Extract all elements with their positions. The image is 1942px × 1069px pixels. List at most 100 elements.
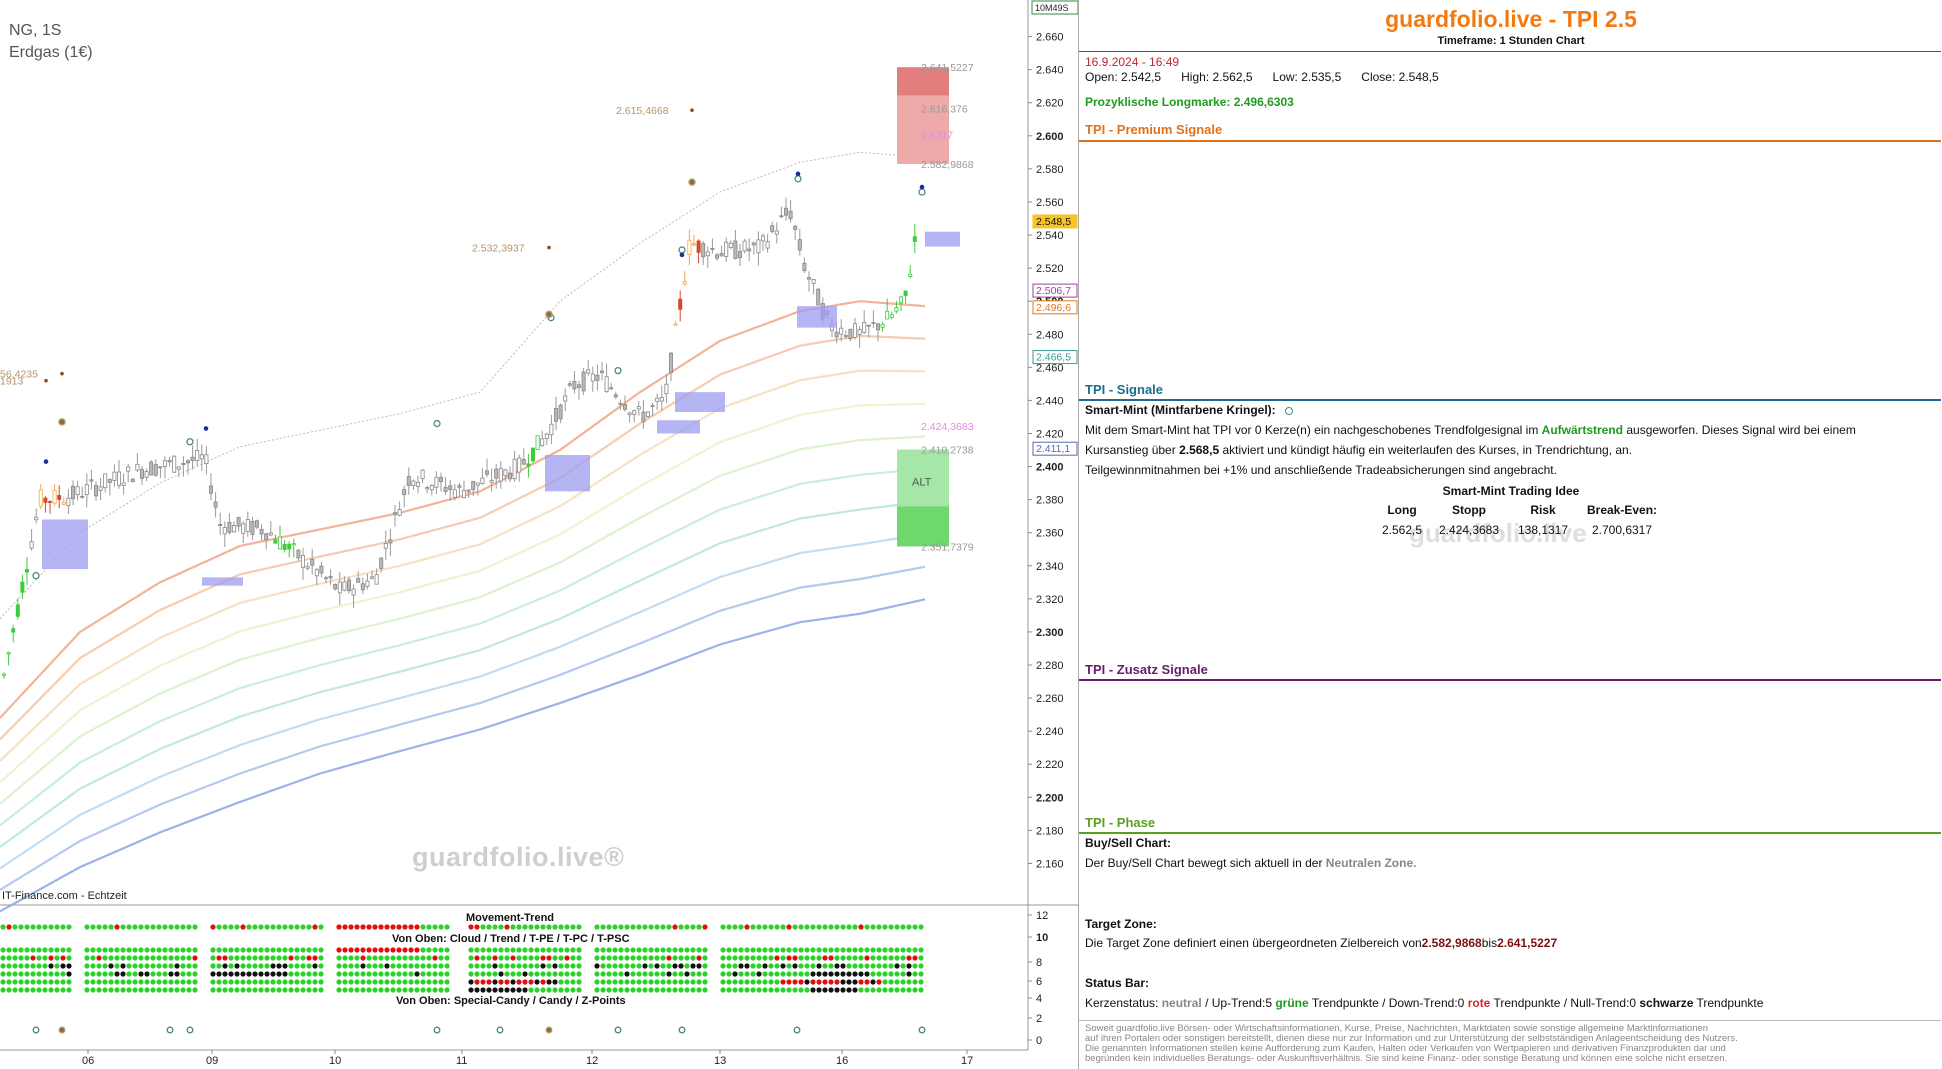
- trend-dot: [606, 955, 612, 961]
- trend-dot: [84, 947, 90, 953]
- candle-body: [535, 435, 540, 451]
- buysell-text-a: Der Buy/Sell Chart bewegt sich aktuell i…: [1085, 856, 1323, 870]
- trend-dot: [540, 987, 546, 993]
- trend-dot: [318, 947, 324, 953]
- trend-dot: [894, 955, 900, 961]
- price-marker-box: [1032, 350, 1078, 365]
- trend-dot: [594, 955, 600, 961]
- trend-dot: [744, 924, 750, 930]
- trend-dot: [912, 955, 918, 961]
- candle-body: [43, 497, 48, 503]
- trend-dot: [732, 947, 738, 953]
- trend-dot: [816, 947, 822, 953]
- trend-dot: [750, 924, 756, 930]
- trend-dot: [432, 947, 438, 953]
- candle-body: [112, 471, 117, 481]
- candle-body: [765, 241, 770, 249]
- z-point-ring: [58, 1026, 66, 1034]
- trend-dot: [156, 963, 162, 969]
- trend-dot: [858, 963, 864, 969]
- trend-dot: [210, 955, 216, 961]
- trend-dot: [156, 955, 162, 961]
- candles: [2, 197, 917, 679]
- trend-dot: [672, 971, 678, 977]
- trend-dot: [702, 947, 708, 953]
- trend-dot: [54, 955, 60, 961]
- ma-line: [0, 435, 926, 805]
- trend-dot: [60, 971, 66, 977]
- trend-dot: [810, 979, 816, 985]
- trend-dot: [24, 979, 30, 985]
- trend-dot: [24, 987, 30, 993]
- trend-dot: [156, 971, 162, 977]
- trend-dot: [102, 924, 108, 930]
- trend-dot: [726, 987, 732, 993]
- trend-dot: [90, 963, 96, 969]
- trend-dot: [156, 924, 162, 930]
- trend-dot: [276, 971, 282, 977]
- level-label: 2.532,3937: [472, 243, 525, 255]
- trend-dot: [360, 963, 366, 969]
- trend-dot: [720, 924, 726, 930]
- trend-dot: [384, 963, 390, 969]
- trend-dot: [378, 963, 384, 969]
- trend-dot: [918, 971, 924, 977]
- candle-body: [185, 460, 190, 464]
- trend-dot: [444, 955, 450, 961]
- trend-dot: [120, 979, 126, 985]
- trend-dot: [888, 955, 894, 961]
- trend-dot: [192, 963, 198, 969]
- candle-body: [448, 485, 453, 490]
- buysell-title: Buy/Sell Chart:: [1085, 836, 1172, 850]
- candle-body: [484, 470, 489, 475]
- indicator-subtitle-1: Von Oben: Cloud / Trend / T-PE / T-PC / …: [392, 933, 630, 945]
- trend-dot: [768, 971, 774, 977]
- trend-dot: [546, 979, 552, 985]
- trend-dot: [276, 947, 282, 953]
- trend-dot: [732, 963, 738, 969]
- trend-dot: [414, 963, 420, 969]
- trend-dot: [738, 955, 744, 961]
- candle-body: [770, 225, 775, 232]
- trend-dot: [804, 947, 810, 953]
- trend-dot: [486, 971, 492, 977]
- candle-body: [236, 516, 241, 527]
- candle-body: [254, 520, 259, 528]
- trend-dot: [282, 947, 288, 953]
- trend-dot: [678, 979, 684, 985]
- trend-dot: [42, 947, 48, 953]
- trend-dot: [540, 955, 546, 961]
- close-value: 2.548,5: [1398, 70, 1439, 84]
- trend-dot: [816, 971, 822, 977]
- trend-dot: [618, 979, 624, 985]
- y-tick-label: 2.300: [1036, 627, 1064, 639]
- trend-dot: [486, 979, 492, 985]
- trend-dot: [804, 963, 810, 969]
- trend-dot: [744, 987, 750, 993]
- trend-dot: [684, 979, 690, 985]
- candle-body: [544, 433, 549, 439]
- chart-area[interactable]: 2.660 2.640 2.620 2.600 2.580 2.560 2.540 2.520…: [0, 0, 1078, 1069]
- trend-dot: [180, 979, 186, 985]
- trend-dot: [12, 971, 18, 977]
- status-a: Kerzenstatus:: [1085, 996, 1159, 1010]
- trend-dot: [474, 971, 480, 977]
- trend-dot: [762, 971, 768, 977]
- candle-body: [34, 516, 39, 521]
- trend-dot: [414, 979, 420, 985]
- trend-dot: [684, 963, 690, 969]
- candle-body: [172, 455, 177, 473]
- trend-dot: [510, 947, 516, 953]
- candle-body: [894, 307, 899, 312]
- panel-watermark: guardfolio.live: [1409, 518, 1587, 548]
- price-chart[interactable]: 2.660 2.640 2.620 2.600 2.580 2.560 2.540 2.520…: [0, 0, 1078, 1069]
- trend-dot: [54, 963, 60, 969]
- trend-dot: [96, 955, 102, 961]
- trend-dot: [156, 987, 162, 993]
- ma-line: [0, 500, 926, 848]
- y-tick-label: 2.380: [1036, 495, 1064, 507]
- trend-dot: [438, 971, 444, 977]
- trend-dot: [780, 955, 786, 961]
- candle-body: [333, 584, 338, 590]
- trend-dot: [870, 924, 876, 930]
